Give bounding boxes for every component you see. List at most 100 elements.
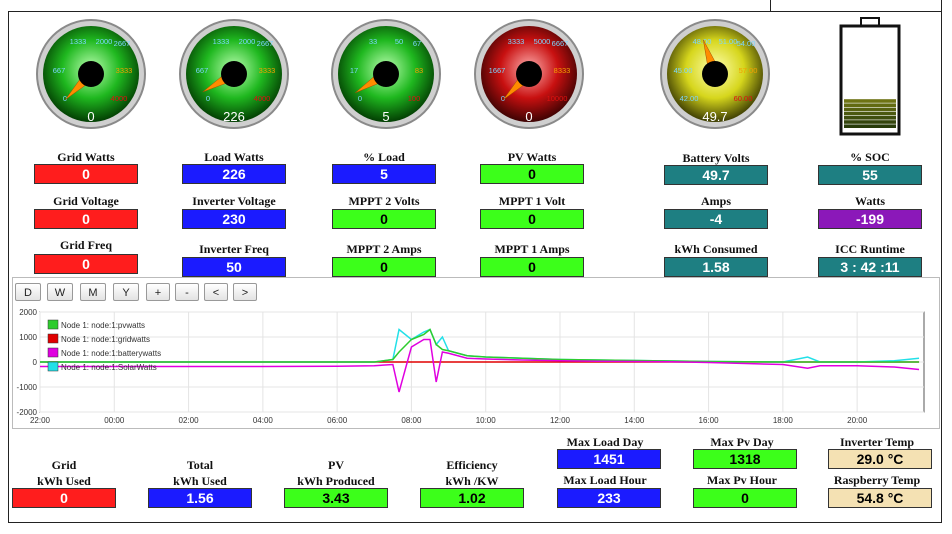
- max-pv-hour-value: 0: [693, 488, 797, 508]
- gauge-tick-label: 0: [63, 94, 67, 103]
- chart-year-button[interactable]: Y: [113, 283, 139, 301]
- battery-soc-icon: [839, 17, 901, 136]
- battery-level-segment: [844, 120, 896, 124]
- chart-y-tick: 2000: [19, 308, 37, 317]
- chart-x-tick: 06:00: [327, 416, 348, 425]
- pct-load-label: % Load: [363, 150, 405, 164]
- total-kwh-value: 1.56: [148, 488, 252, 508]
- chart-x-tick: 04:00: [253, 416, 274, 425]
- gauge-value: 0: [525, 109, 532, 124]
- chart-next-button[interactable]: >: [233, 283, 257, 301]
- chart-zoom-out-button[interactable]: -: [175, 283, 199, 301]
- max-load-day-value: 1451: [557, 449, 661, 469]
- chart-prev-button[interactable]: <: [204, 283, 228, 301]
- battery-level-segment: [844, 124, 896, 128]
- legend-swatch: [47, 361, 59, 372]
- pv-kwh-label-2: kWh Produced: [297, 474, 375, 488]
- legend-label: Node 1: node:1:gridwatts: [61, 335, 150, 344]
- gauge-tick-label: 3333: [116, 66, 133, 75]
- battery-volts-label: Battery Volts: [682, 151, 750, 165]
- max-pv-day-value: 1318: [693, 449, 797, 469]
- gauge-hub: [702, 61, 728, 87]
- chart-zoom-in-button[interactable]: +: [146, 283, 170, 301]
- legend-swatch: [47, 319, 59, 330]
- battery-volts-value: 49.7: [664, 165, 768, 185]
- gauge-tick-label: 1333: [70, 37, 87, 46]
- top-tab-stub: [770, 0, 942, 12]
- legend-label: Node 1: node:1:batterywatts: [61, 349, 161, 358]
- inverter-freq-label: Inverter Freq: [199, 242, 269, 256]
- gauge-tick-label: 2667: [114, 39, 131, 48]
- gauge-tick-label: 2667: [257, 39, 274, 48]
- load-watts-value: 226: [182, 164, 286, 184]
- inverter-voltage-value: 230: [182, 209, 286, 229]
- gauge-tick-label: 2000: [239, 37, 256, 46]
- chart-x-tick: 22:00: [30, 416, 51, 425]
- gauge-tick-label: 42.00: [680, 94, 699, 103]
- inverter-voltage-label: Inverter Voltage: [192, 194, 276, 208]
- dashboard-frame: [8, 11, 942, 523]
- mppt1-volt-label: MPPT 1 Volt: [498, 194, 566, 208]
- chart-x-tick: 20:00: [847, 416, 868, 425]
- gauge-tick-label: 0: [206, 94, 210, 103]
- watts-value: -199: [818, 209, 922, 229]
- mppt2-volts-value: 0: [332, 209, 436, 229]
- icc-runtime-value: 3 : 42 :11: [818, 257, 922, 277]
- icc-runtime-label: ICC Runtime: [835, 242, 905, 256]
- chart-x-tick: 16:00: [699, 416, 720, 425]
- gauge-value: 5: [382, 109, 389, 124]
- gauge-value: 0: [87, 109, 94, 124]
- pv-watts-value: 0: [480, 164, 584, 184]
- gauge-tick-label: 57.00: [739, 66, 758, 75]
- gauge-tick-label: 4000: [254, 94, 271, 103]
- mppt2-volts-label: MPPT 2 Volts: [348, 194, 420, 208]
- chart-series-line: [40, 338, 920, 393]
- max-pv-day-label: Max Pv Day: [710, 435, 774, 449]
- legend-label: Node 1: node:1:SolarWatts: [61, 363, 157, 372]
- max-pv-hour-label: Max Pv Hour: [707, 473, 777, 487]
- chart-week-button[interactable]: W: [47, 283, 73, 301]
- legend-swatch: [47, 347, 59, 358]
- chart-x-tick: 12:00: [550, 416, 571, 425]
- grid-kwh-label-1: Grid: [51, 458, 77, 472]
- battery-volts-gauge: 48.00 51.00 54.00 45.00 57.00 42.00 60.00 49.7: [660, 19, 770, 129]
- pv-kwh-value: 3.43: [284, 488, 388, 508]
- chart-month-button[interactable]: M: [80, 283, 106, 301]
- chart-series-line: [40, 328, 920, 363]
- mppt1-volt-value: 0: [480, 209, 584, 229]
- grid-kwh-value: 0: [12, 488, 116, 508]
- gauge-tick-label: 0: [358, 94, 362, 103]
- soc-label: % SOC: [850, 150, 890, 164]
- gauge-tick-label: 1333: [213, 37, 230, 46]
- grid-freq-value: 0: [34, 254, 138, 274]
- gauge-tick-label: 4000: [111, 94, 128, 103]
- chart-y-tick: -2000: [17, 408, 38, 417]
- gauge-tick-label: 667: [196, 66, 209, 75]
- soc-value: 55: [818, 165, 922, 185]
- battery-level-segment: [844, 103, 896, 107]
- mppt2-amps-label: MPPT 2 Amps: [346, 242, 422, 256]
- battery-level-segment: [844, 111, 896, 116]
- grid-watts-label: Grid Watts: [57, 150, 115, 164]
- gauge-tick-label: 667: [53, 66, 66, 75]
- gauge-hub: [78, 61, 104, 87]
- gauge-value: 226: [223, 109, 245, 124]
- gauge-tick-label: 83: [415, 66, 423, 75]
- gauge-tick-label: 5000: [534, 37, 551, 46]
- gauge-tick-label: 3333: [508, 37, 525, 46]
- amps-value: -4: [664, 209, 768, 229]
- chart-y-tick: 0: [33, 358, 38, 367]
- chart-day-button[interactable]: D: [15, 283, 41, 301]
- pv-kwh-label-1: PV: [328, 458, 344, 472]
- pv-watts-label: PV Watts: [507, 150, 557, 164]
- chart-x-tick: 02:00: [179, 416, 200, 425]
- gauge-tick-label: 45.00: [674, 66, 693, 75]
- grid-watts-value: 0: [34, 164, 138, 184]
- gauge-tick-label: 8333: [554, 66, 571, 75]
- gauge-tick-label: 54.00: [737, 39, 756, 48]
- inverter-temp-value: 29.0 °C: [828, 449, 932, 469]
- inverter-freq-value: 50: [182, 257, 286, 277]
- mppt1-amps-label: MPPT 1 Amps: [494, 242, 570, 256]
- gauge-hub: [221, 61, 247, 87]
